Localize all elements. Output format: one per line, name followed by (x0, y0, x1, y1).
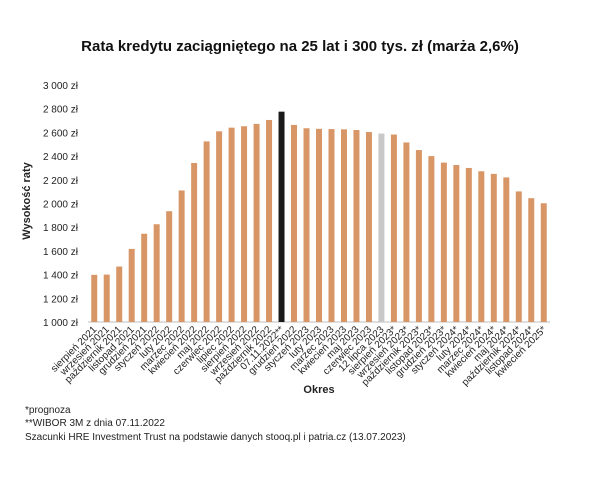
x-axis-title: Okres (303, 384, 334, 396)
bar (515, 191, 522, 322)
y-tick-label: 1 400 zł (43, 271, 79, 282)
bar (528, 198, 535, 322)
bar (253, 123, 260, 323)
y-axis: 1 000 zł 1 200 zł 1 400 zł 1 600 zł 1 800 zł… (43, 81, 79, 329)
bar (166, 211, 173, 322)
bar (316, 128, 322, 322)
bar (503, 177, 510, 322)
bar (378, 133, 385, 322)
bar (303, 128, 310, 322)
y-tick-label: 1 600 zł (43, 247, 79, 258)
bar (540, 203, 547, 322)
bar (353, 130, 360, 322)
y-tick-label: 2 000 zł (43, 200, 79, 211)
y-tick-label: 2 400 zł (43, 152, 79, 163)
y-tick-label: 1 200 zł (43, 294, 79, 305)
bars (91, 111, 547, 323)
bar (228, 127, 235, 322)
chart-title: Rata kredytu zaciągniętego na 25 lat i 3… (81, 38, 519, 55)
bar (203, 141, 210, 322)
y-tick-label: 1 000 zł (43, 318, 79, 329)
bar (453, 164, 460, 322)
bar (128, 248, 135, 322)
bar-chart: 1 000 zł 1 200 zł 1 400 zł 1 600 zł 1 800 zł… (21, 81, 550, 396)
bar (390, 134, 397, 322)
bar (340, 129, 347, 322)
bar (91, 274, 98, 322)
y-axis-title: Wysokość raty (21, 161, 33, 239)
bar (328, 129, 335, 322)
bar (291, 124, 298, 323)
bar (440, 162, 447, 322)
bar (415, 150, 422, 322)
bar (241, 126, 248, 323)
footnote-forecast: *prognoza (25, 405, 71, 416)
bar (266, 119, 273, 323)
bar (153, 224, 160, 322)
bar (403, 142, 410, 322)
y-tick-label: 3 000 zł (43, 81, 79, 92)
footnote-wibor: **WIBOR 3M z dnia 07.11.2022 (25, 418, 165, 429)
footnote-source: Szacunki HRE Investment Trust na podstaw… (25, 432, 406, 443)
bar (191, 162, 198, 322)
bar (178, 190, 185, 322)
bar (216, 131, 223, 322)
bar (116, 266, 123, 322)
bar (428, 156, 435, 322)
y-tick-label: 2 800 zł (43, 105, 79, 116)
y-tick-label: 1 800 zł (43, 223, 79, 234)
bar (278, 111, 285, 322)
bar (490, 173, 497, 323)
bar (103, 274, 110, 322)
bar (365, 132, 372, 322)
bar (465, 167, 472, 322)
y-tick-label: 2 600 zł (43, 128, 79, 139)
bar (141, 233, 148, 322)
y-tick-label: 2 200 zł (43, 176, 79, 187)
bar (478, 171, 485, 322)
